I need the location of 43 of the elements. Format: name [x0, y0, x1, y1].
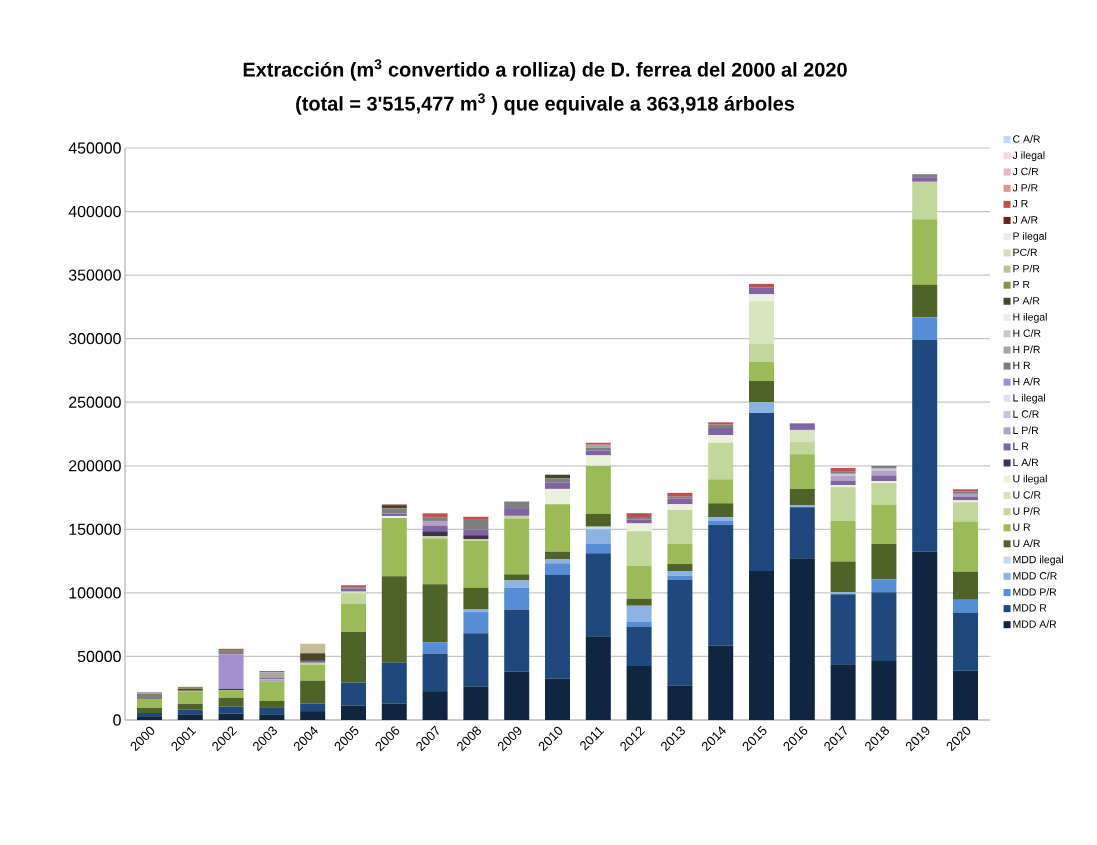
legend-label: H R: [1013, 361, 1031, 369]
legend-label: J P/R: [1012, 183, 1038, 192]
legend-label: J C/R: [1012, 167, 1039, 176]
legend-label: U R: [1013, 523, 1031, 531]
legend-label: MDD P/R: [1013, 588, 1057, 596]
legend-label: L ilegal: [1013, 393, 1045, 404]
legend-label: U A/R: [1013, 539, 1040, 547]
y-tick-label: 0: [113, 714, 121, 726]
legend-label: L A/R: [1013, 458, 1039, 467]
legend-label: P ilegal: [1013, 232, 1047, 242]
legend-label: J R: [1012, 200, 1028, 208]
legend-label: H A/R: [1013, 377, 1040, 386]
y-tick-label: 50000: [77, 650, 121, 663]
legend-label: U P/R: [1013, 507, 1040, 515]
y-tick-label: 150000: [69, 523, 121, 535]
legend-label: MDD ilegal: [1013, 555, 1063, 566]
legend-label: H C/R: [1013, 329, 1041, 337]
legend-label: P P/R: [1013, 264, 1040, 273]
legend-label: MDD R: [1013, 604, 1047, 612]
legend-label: U ilegal: [1013, 474, 1047, 485]
y-tick-label: 250000: [69, 396, 121, 408]
legend-label: L C/R: [1013, 410, 1039, 418]
legend-label: PC/R: [1013, 248, 1038, 257]
legend-label: H ilegal: [1013, 312, 1047, 323]
legend-label: H P/R: [1013, 345, 1040, 354]
chart-subtitle: (total = 3'515,477 m$^{3}$ ) que equivale a 363,918 árboles: [296, 93, 795, 115]
y-tick-label: 200000: [69, 460, 121, 472]
legend-label: L P/R: [1013, 426, 1039, 435]
legend-label: P R: [1013, 280, 1030, 289]
chart-title: Extracción (m$^{3}$ convertido a rolliza) de D. ferrea del 2000 al 2020: [243, 59, 847, 81]
y-tick-label: 450000: [68, 142, 121, 154]
legend-label: U C/R: [1013, 490, 1041, 499]
y-tick-label: 300000: [68, 333, 121, 345]
legend-label: MDD C/R: [1013, 571, 1057, 580]
y-tick-label: 400000: [68, 205, 121, 218]
legend-label: MDD A/R: [1013, 620, 1057, 628]
y-tick-label: 100000: [69, 587, 121, 599]
legend-label: J ilegal: [1012, 151, 1045, 162]
y-tick-label: 350000: [68, 269, 121, 281]
legend-label: J A/R: [1012, 215, 1038, 224]
legend-label: C A/R: [1013, 135, 1040, 143]
legend-label: P A/R: [1013, 296, 1040, 305]
legend-label: L R: [1013, 442, 1029, 450]
